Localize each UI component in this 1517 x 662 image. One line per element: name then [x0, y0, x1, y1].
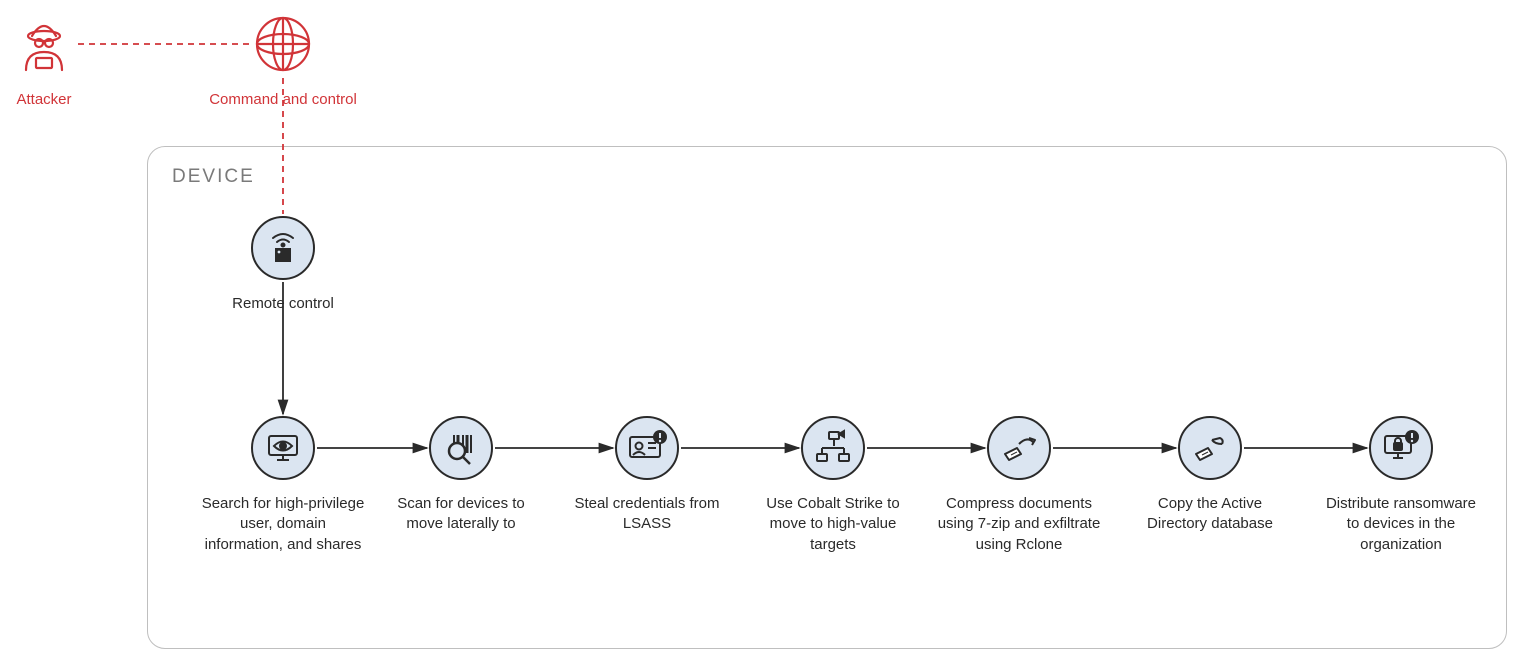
node-step7: Distribute ransomware to devices in the … — [1319, 416, 1483, 555]
step6-label: Copy the Active Directory database — [1128, 494, 1292, 535]
node-step5: Compress documents using 7-zip and exfil… — [937, 416, 1101, 555]
node-step1: Search for high-privilege user, domain i… — [201, 416, 365, 555]
step3-label: Steal credentials from LSASS — [565, 494, 729, 535]
node-c2: Command and control — [201, 12, 365, 110]
step4-label: Use Cobalt Strike to move to high-value … — [751, 494, 915, 555]
step1-label: Search for high-privilege user, domain i… — [201, 494, 365, 555]
remote-label: Remote control — [232, 294, 334, 314]
scan-icon — [429, 416, 493, 480]
id-alert-icon — [615, 416, 679, 480]
attacker-icon — [12, 12, 76, 76]
step2-label: Scan for devices to move laterally to — [379, 494, 543, 535]
ransom-icon — [1369, 416, 1433, 480]
network-move-icon — [801, 416, 865, 480]
attacker-label: Attacker — [16, 90, 71, 110]
step7-label: Distribute ransomware to devices in the … — [1319, 494, 1483, 555]
node-step4: Use Cobalt Strike to move to high-value … — [751, 416, 915, 555]
step5-label: Compress documents using 7-zip and exfil… — [937, 494, 1101, 555]
node-step3: Steal credentials from LSASS — [565, 416, 729, 535]
monitor-eye-icon — [251, 416, 315, 480]
c2-label: Command and control — [209, 90, 357, 110]
node-step2: Scan for devices to move laterally to — [379, 416, 543, 535]
globe-icon — [251, 12, 315, 76]
copy-db-icon — [1178, 416, 1242, 480]
remote-icon — [251, 216, 315, 280]
exfil-icon — [987, 416, 1051, 480]
node-attacker: Attacker — [0, 12, 126, 110]
node-remote: Remote control — [201, 216, 365, 314]
node-step6: Copy the Active Directory database — [1128, 416, 1292, 535]
